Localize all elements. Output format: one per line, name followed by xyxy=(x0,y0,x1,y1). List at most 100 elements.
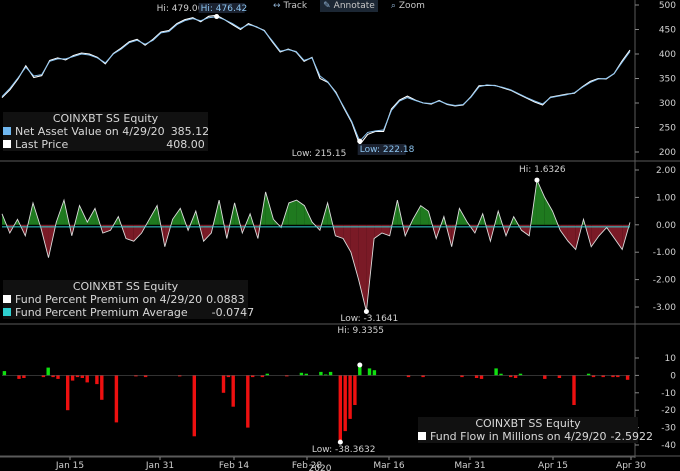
y-tick-label: 250 xyxy=(659,124,676,134)
x-axis-year-label: 2020 xyxy=(309,464,332,471)
fund-flow-bar xyxy=(75,375,80,378)
flow-low-marker xyxy=(337,439,343,445)
fund-flow-bar xyxy=(372,370,377,376)
fund-flow-bar xyxy=(80,375,84,378)
y-tick-label: 0 xyxy=(670,371,676,381)
fund-flow-bar xyxy=(221,375,226,393)
fund-flow-bar xyxy=(499,373,503,376)
premium-swatch xyxy=(3,295,11,303)
premium-low-marker xyxy=(363,308,369,314)
toolbar-track-button[interactable]: ↔ Track xyxy=(270,0,310,12)
premium-area-segment xyxy=(381,224,390,236)
premium-area-segment xyxy=(560,224,568,242)
premium-area-segment xyxy=(614,224,623,250)
fund-flow-bar xyxy=(260,375,265,378)
premium-area-segment xyxy=(544,197,553,225)
fund-flow-bar xyxy=(143,375,148,378)
hi-last-annotation: Hi: 479.00 xyxy=(157,4,204,14)
fund-flow-bar xyxy=(557,375,562,378)
fund-flow-bar xyxy=(285,375,289,377)
fund-flow-bar xyxy=(348,375,352,419)
premium-area-segment xyxy=(133,224,142,242)
fund-flow-bar xyxy=(41,375,46,378)
premium-area-segment xyxy=(203,224,212,242)
fund-flow-bar xyxy=(299,372,304,376)
y-tick-label: 300 xyxy=(659,99,676,109)
nav-legend-value: 385.12 xyxy=(170,125,210,138)
y-tick-label: -1.00 xyxy=(653,248,677,258)
flow-hi-marker xyxy=(357,362,363,368)
y-tick-label: 350 xyxy=(659,75,676,85)
y-tick-label: -10 xyxy=(661,389,676,399)
toolbar-annotate-label: Annotate xyxy=(333,1,375,11)
y-tick-label: -30 xyxy=(661,424,676,434)
fund-flow-bar xyxy=(616,375,620,378)
fund-flow-bar xyxy=(178,375,182,377)
premium-area-segment xyxy=(591,224,599,247)
fund-flow-bar xyxy=(353,375,357,405)
premium-area-segment xyxy=(521,224,530,236)
fund-flow-bar xyxy=(474,375,479,378)
fund-flow-bar xyxy=(246,375,250,428)
fund-flow-bar xyxy=(192,375,196,437)
x-tick-label: Jan 15 xyxy=(55,461,84,471)
y-tick-label: -2.00 xyxy=(653,276,677,286)
premium-line xyxy=(1,178,631,312)
fund-flow-bar xyxy=(591,375,596,378)
magnify-icon: ⌕ xyxy=(390,1,396,11)
fund-flow-bar xyxy=(22,375,26,378)
top-legend-row-last: Last Price 408.00 xyxy=(3,138,208,151)
fund-flow-bar xyxy=(319,371,323,376)
y-tick-label: 450 xyxy=(659,26,676,36)
premium-area-segment xyxy=(598,224,607,236)
low-marker xyxy=(357,138,363,144)
y-tick-label: 0.00 xyxy=(656,221,676,231)
premium-average-legend-label: Fund Percent Premium Average xyxy=(15,306,188,319)
hi-marker xyxy=(214,14,220,20)
fund-flow-bar xyxy=(304,373,308,376)
series-line-nav xyxy=(1,16,631,143)
x-tick-label: Feb 28 xyxy=(292,461,323,471)
premium-low-annotation: Low: -3.1641 xyxy=(340,314,398,324)
nav-legend-label: Net Asset Value on 4/29/20 xyxy=(15,125,165,138)
fund-flow-bar xyxy=(367,368,372,376)
low-last-annotation: Low: 215.15 xyxy=(292,149,347,159)
fund-flow-bar xyxy=(338,375,342,443)
top-legend-title: COINXBT SS Equity xyxy=(52,112,159,125)
premium-hi-annotation: Hi: 1.6326 xyxy=(519,165,566,175)
toolbar-zoom-label: Zoom xyxy=(398,1,425,11)
y-tick-label: 10 xyxy=(665,354,677,364)
fund-flow-bar xyxy=(509,375,513,378)
fund-flow-bar xyxy=(70,375,75,381)
x-tick-label: Mar 16 xyxy=(373,461,405,471)
x-tick-label: Apr 30 xyxy=(616,461,646,471)
fund-flow-bar xyxy=(586,373,591,376)
premium-area-segment xyxy=(172,208,181,225)
fund-flow-bar xyxy=(518,373,523,376)
fund-flow-bar xyxy=(251,375,255,378)
last-price-legend-label: Last Price xyxy=(15,138,69,151)
fund-flow-bar xyxy=(56,375,60,379)
nav-swatch xyxy=(3,127,11,135)
fund-flow-bar xyxy=(460,375,464,378)
y-tick-label: 2.00 xyxy=(656,166,676,176)
fund-flow-bar xyxy=(2,371,7,376)
toolbar-annotate-button[interactable]: ✎ Annotate xyxy=(320,0,378,12)
premium-area-segment xyxy=(296,200,305,225)
premium-area-segment xyxy=(350,224,359,280)
fund-flow-bar xyxy=(343,375,347,432)
y-tick-label: -3.00 xyxy=(653,303,677,313)
fund-flow-bar xyxy=(17,375,21,379)
fund-flow-bar xyxy=(358,365,362,376)
premium-area-segment xyxy=(149,205,158,225)
fund-flow-legend-label: Fund Flow in Millions on 4/29/20 xyxy=(430,430,607,443)
y-tick-label: 500 xyxy=(659,1,676,11)
fund-flow-bar xyxy=(46,367,50,376)
premium-average-legend-value: -0.0747 xyxy=(211,306,255,319)
bottom-legend-title: COINXBT SS Equity xyxy=(475,417,581,430)
fund-flow-bar xyxy=(265,373,269,376)
fund-flow-bar xyxy=(543,375,547,379)
premium-area-segment xyxy=(343,224,351,253)
fund-flow-bar xyxy=(231,375,235,407)
toolbar-zoom-button[interactable]: ⌕ Zoom xyxy=(388,0,428,12)
